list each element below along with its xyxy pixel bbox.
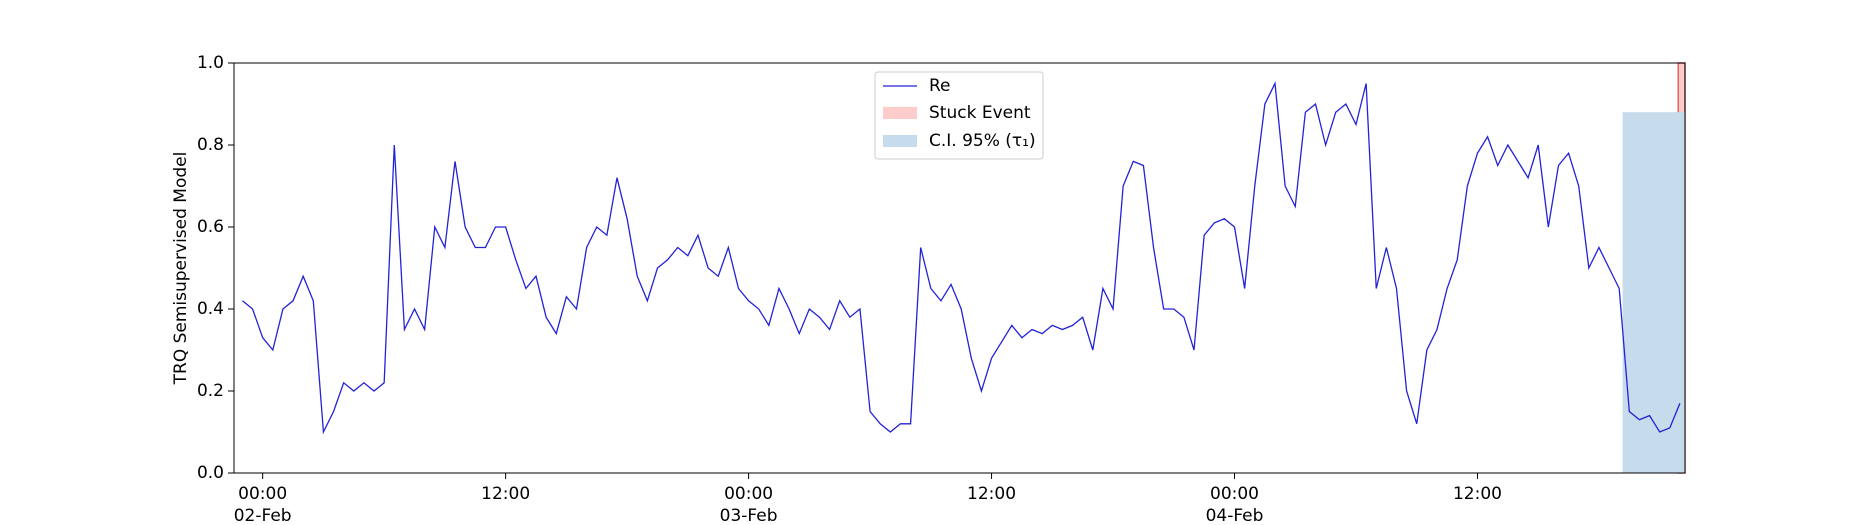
legend-label: Stuck Event bbox=[929, 103, 1031, 123]
y-tick-label: 1.0 bbox=[197, 53, 224, 73]
y-tick-label: 0.8 bbox=[197, 135, 224, 155]
plot-frame bbox=[233, 62, 1686, 474]
legend-swatch bbox=[883, 135, 917, 147]
x-tick-label: 12:00 bbox=[967, 484, 1017, 504]
y-tick-label: 0.4 bbox=[197, 299, 224, 319]
x-tick-label: 12:00 bbox=[481, 484, 531, 504]
legend-label: C.I. 95% (τ₁) bbox=[929, 131, 1036, 151]
legend-label: Re bbox=[929, 76, 951, 96]
legend: Re Stuck Event C.I. 95% (τ₁) bbox=[874, 71, 1044, 160]
y-tick-label: 0.6 bbox=[197, 217, 224, 237]
x-tick-label: 12:00 bbox=[1452, 484, 1502, 504]
shaded-region bbox=[1622, 112, 1685, 473]
data-line bbox=[242, 81, 1681, 435]
x-tick-label: 00:00 03-Feb bbox=[719, 484, 778, 525]
y-axis-label: TRQ Semisupervised Model bbox=[171, 152, 191, 386]
y-tick-label: 0.0 bbox=[197, 463, 224, 483]
y-tick-label: 0.2 bbox=[197, 381, 224, 401]
x-tick-label: 00:00 02-Feb 1900 bbox=[233, 484, 292, 525]
x-tick-label: 00:00 04-Feb bbox=[1205, 484, 1264, 525]
legend-swatch bbox=[883, 107, 917, 119]
